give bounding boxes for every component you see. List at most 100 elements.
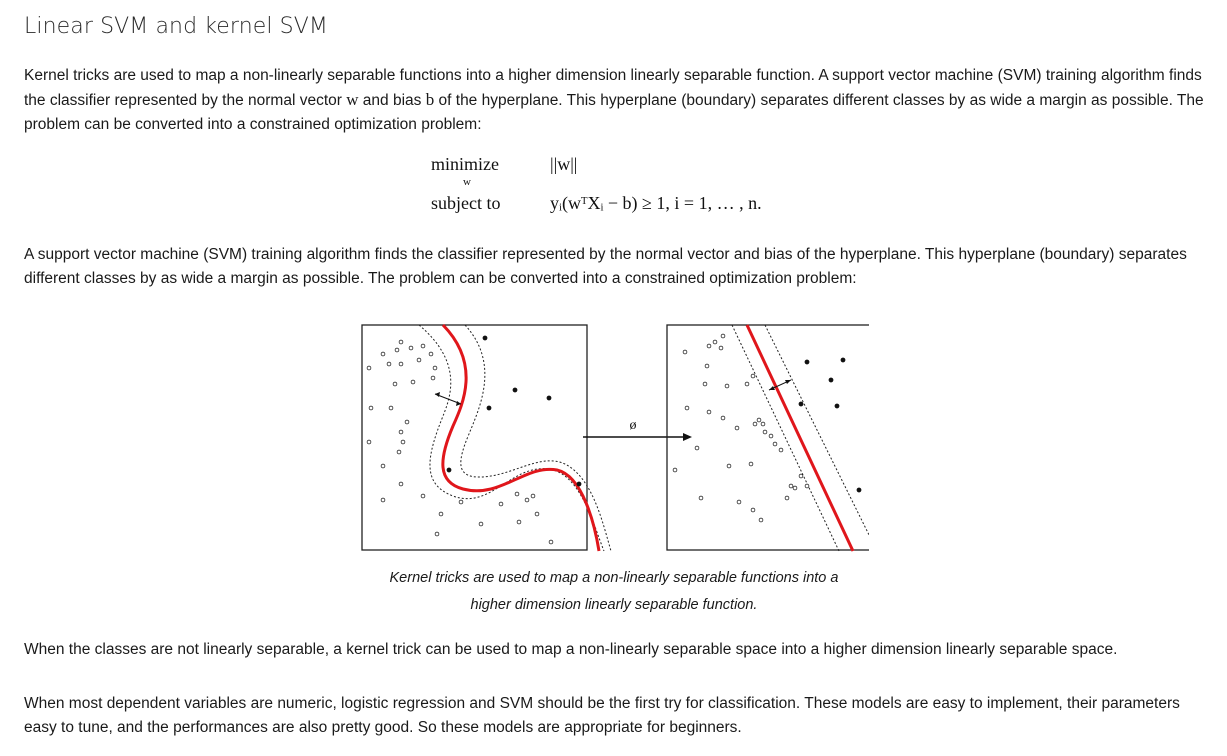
hollow-point: [420, 493, 426, 499]
input-space-panel: [361, 324, 612, 552]
kernel-trick-figure: ø: [361, 324, 869, 552]
hollow-point: [804, 483, 810, 489]
filled-point: [576, 481, 582, 487]
filled-point: [482, 335, 488, 341]
margin-arrow-left: [434, 392, 462, 406]
hollow-point: [420, 343, 426, 349]
filled-point: [856, 487, 862, 493]
hollow-point: [404, 419, 410, 425]
linear-boundary: [745, 324, 855, 552]
hollow-point: [416, 357, 422, 363]
hollow-point: [734, 425, 740, 431]
hollow-point: [720, 333, 726, 339]
mapping-symbol: ø: [630, 418, 637, 433]
intro-text-1: Kernel tricks are used to map a non-line…: [24, 67, 1202, 109]
feature-space-frame: [666, 324, 869, 551]
hollow-point: [726, 463, 732, 469]
linear-margin-left: [731, 324, 840, 552]
filled-point: [828, 377, 834, 383]
data-points: [366, 333, 862, 545]
feature-space-panel: [666, 324, 869, 552]
filled-point: [512, 387, 518, 393]
mapping-arrow: [583, 433, 692, 441]
vector-w: w: [346, 90, 359, 109]
filled-point: [804, 359, 810, 365]
nonlinear-margin-left: [418, 324, 605, 552]
hollow-point: [392, 381, 398, 387]
hollow-point: [718, 345, 724, 351]
hollow-point: [366, 365, 372, 371]
hollow-point: [516, 519, 522, 525]
hollow-point: [762, 429, 768, 435]
hollow-point: [434, 531, 440, 537]
hollow-point: [750, 507, 756, 513]
hollow-point: [752, 421, 758, 427]
hollow-point: [398, 481, 404, 487]
hollow-point: [398, 429, 404, 435]
hollow-point: [706, 409, 712, 415]
figure-caption: Kernel tricks are used to map a non-line…: [329, 565, 899, 619]
hollow-point: [736, 499, 742, 505]
hollow-point: [756, 417, 762, 423]
hollow-point: [672, 467, 678, 473]
page-title: Linear SVM and kernel SVM: [24, 14, 328, 39]
hollow-point: [432, 365, 438, 371]
hollow-point: [398, 339, 404, 345]
hollow-point: [768, 433, 774, 439]
optimization-problem: minimize w ||w|| subject to yᵢ(wᵀXᵢ − b)…: [431, 150, 831, 220]
intro-text-3: of the hyperplane. This hyperplane (boun…: [24, 92, 1204, 133]
hollow-point: [410, 379, 416, 385]
linear-margin-right: [764, 324, 869, 536]
hollow-point: [458, 499, 464, 505]
hollow-point: [702, 381, 708, 387]
hollow-point: [534, 511, 540, 517]
subject-to-label: subject to: [431, 193, 501, 213]
hollow-point: [706, 343, 712, 349]
hollow-point: [744, 381, 750, 387]
intro-text-2: and bias: [358, 92, 426, 109]
hollow-point: [748, 461, 754, 467]
hollow-point: [750, 373, 756, 379]
hollow-point: [396, 449, 402, 455]
hollow-point: [684, 405, 690, 411]
hollow-point: [430, 375, 436, 381]
hollow-point: [792, 485, 798, 491]
hollow-point: [758, 517, 764, 523]
hollow-point: [778, 447, 784, 453]
hollow-point: [388, 405, 394, 411]
kernel-trick-paragraph: When the classes are not linearly separa…: [24, 641, 1118, 658]
caption-line-1: Kernel tricks are used to map a non-line…: [389, 570, 839, 586]
filled-point: [486, 405, 492, 411]
margin-arrow-right: [768, 379, 792, 391]
hollow-point: [478, 521, 484, 527]
hollow-point: [438, 511, 444, 517]
nonlinear-margin-right: [460, 324, 612, 552]
hollow-point: [772, 441, 778, 447]
filled-point: [834, 403, 840, 409]
hollow-point: [784, 495, 790, 501]
hollow-point: [704, 363, 710, 369]
hollow-point: [788, 483, 794, 489]
hollow-point: [380, 463, 386, 469]
hollow-point: [380, 351, 386, 357]
constraint: yᵢ(wᵀXᵢ − b) ≥ 1, i = 1, … , n.: [550, 193, 762, 213]
input-space-frame: [361, 324, 588, 551]
filled-point: [840, 357, 846, 363]
hollow-point: [760, 421, 766, 427]
hollow-point: [524, 497, 530, 503]
hollow-point: [398, 361, 404, 367]
filled-point: [446, 467, 452, 473]
bias-b: b: [425, 90, 435, 109]
hollow-point: [394, 347, 400, 353]
hollow-point: [408, 345, 414, 351]
hollow-point: [720, 415, 726, 421]
minimize-subscript: w: [463, 176, 471, 188]
objective: ||w||: [550, 154, 578, 174]
hollow-point: [386, 361, 392, 367]
hollow-point: [368, 405, 374, 411]
hollow-point: [698, 495, 704, 501]
hollow-point: [400, 439, 406, 445]
intro-paragraph: Kernel tricks are used to map a non-line…: [24, 64, 1209, 137]
hollow-point: [498, 501, 504, 507]
recommendation-paragraph: When most dependent variables are numeri…: [24, 695, 1180, 736]
